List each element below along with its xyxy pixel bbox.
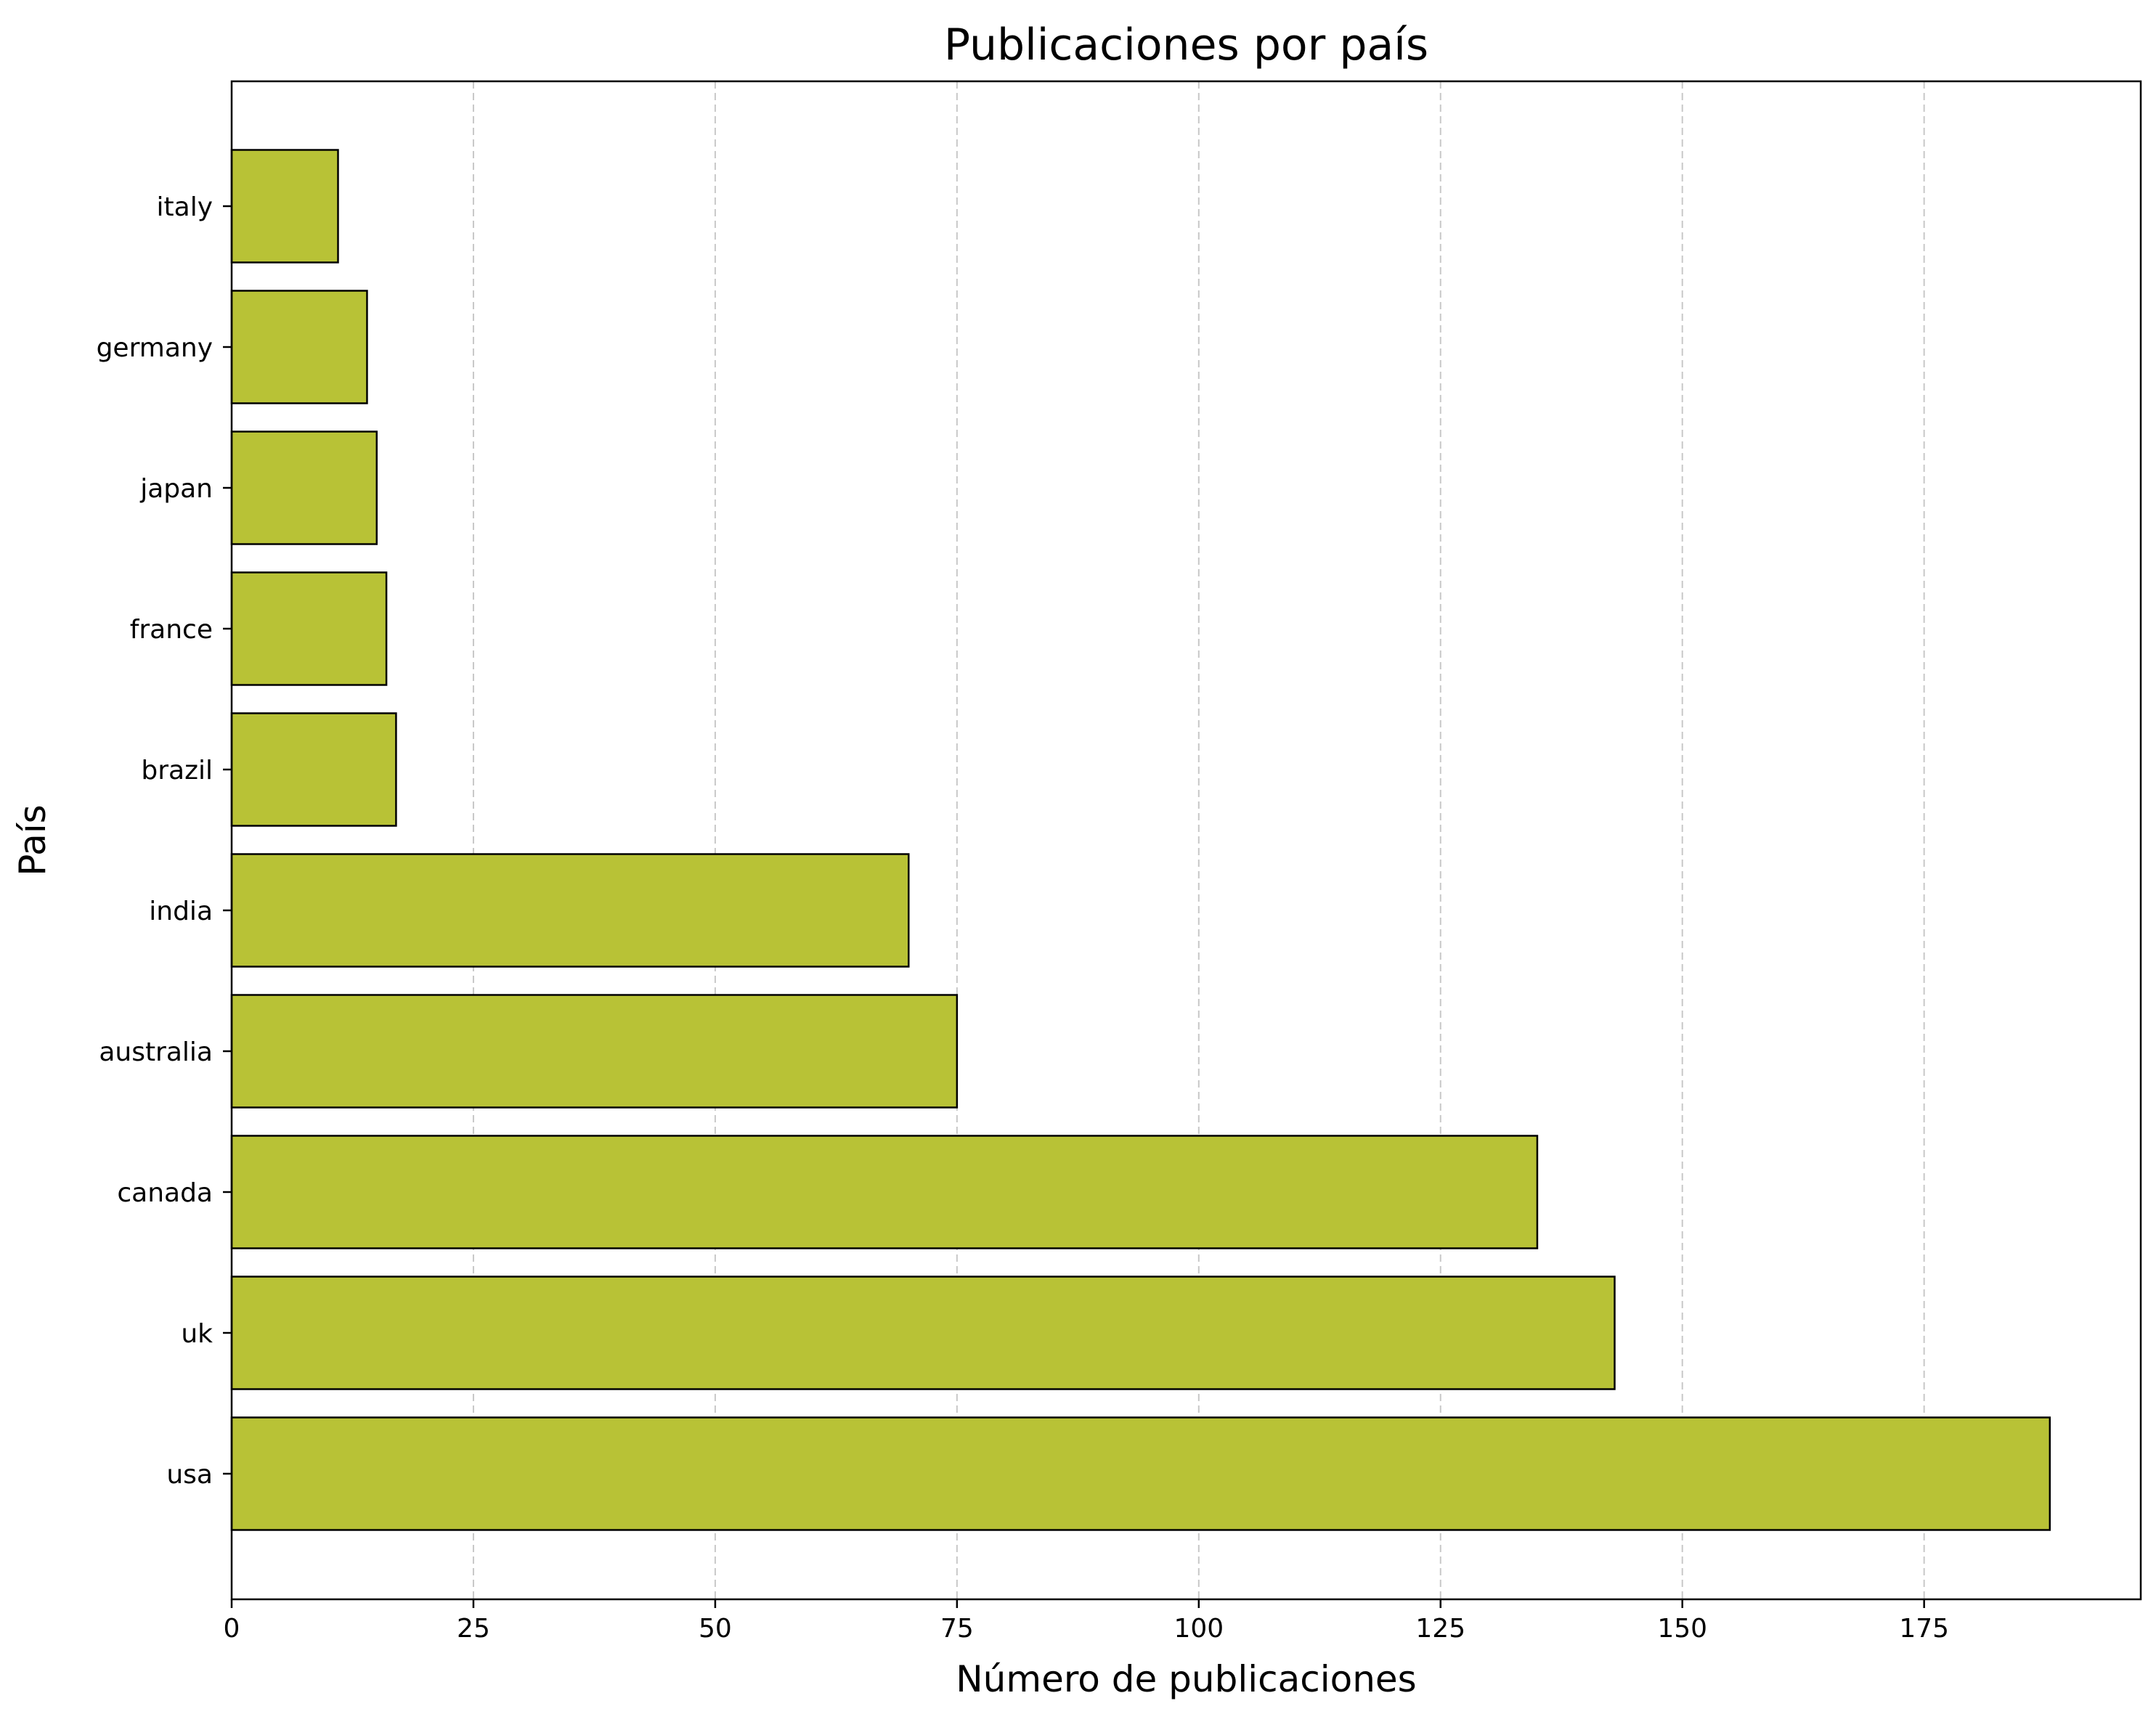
- x-tick-label-50: 50: [699, 1614, 732, 1644]
- y-tick-label-japan: japan: [139, 474, 213, 504]
- bar-uk: [230, 1276, 1616, 1390]
- bar-japan: [230, 430, 378, 545]
- y-tick-label-australia: australia: [99, 1037, 213, 1067]
- bar-canada: [230, 1135, 1539, 1249]
- x-tick-label-150: 150: [1657, 1614, 1707, 1644]
- bar-italy: [230, 149, 339, 264]
- y-tick-label-india: india: [149, 897, 213, 926]
- y-axis-ticks: usa uk canada australia india brazil france jap…: [97, 192, 232, 1490]
- y-tick-label-brazil: brazil: [141, 756, 213, 785]
- grid-lines: [472, 81, 1925, 1599]
- chart-title: Publicaciones por país: [944, 20, 1428, 70]
- x-tick-label-175: 175: [1899, 1614, 1949, 1644]
- y-tick-label-germany: germany: [97, 333, 213, 363]
- bar-brazil: [230, 712, 397, 827]
- bars: [230, 149, 2051, 1531]
- y-tick-label-usa: usa: [166, 1460, 213, 1490]
- y-tick-label-france: france: [130, 615, 213, 645]
- y-tick-label-canada: canada: [117, 1178, 213, 1208]
- bar-france: [230, 571, 388, 686]
- x-tick-label-75: 75: [940, 1614, 974, 1644]
- x-tick-label-25: 25: [457, 1614, 490, 1644]
- bar-india: [230, 853, 910, 968]
- y-tick-label-uk: uk: [181, 1319, 213, 1349]
- bar-australia: [230, 994, 959, 1109]
- plot-frame: [230, 80, 2142, 1601]
- y-tick-label-italy: italy: [157, 192, 213, 222]
- y-axis-label: País: [12, 804, 54, 876]
- bar-germany: [230, 290, 368, 404]
- x-axis-label: Número de publicaciones: [956, 1658, 1416, 1700]
- x-axis-ticks: 0 25 50 75 100 125 150 175: [224, 1599, 1949, 1644]
- x-tick-label-125: 125: [1415, 1614, 1465, 1644]
- x-tick-label-0: 0: [224, 1614, 240, 1644]
- x-tick-label-100: 100: [1173, 1614, 1224, 1644]
- bar-usa: [230, 1416, 2051, 1531]
